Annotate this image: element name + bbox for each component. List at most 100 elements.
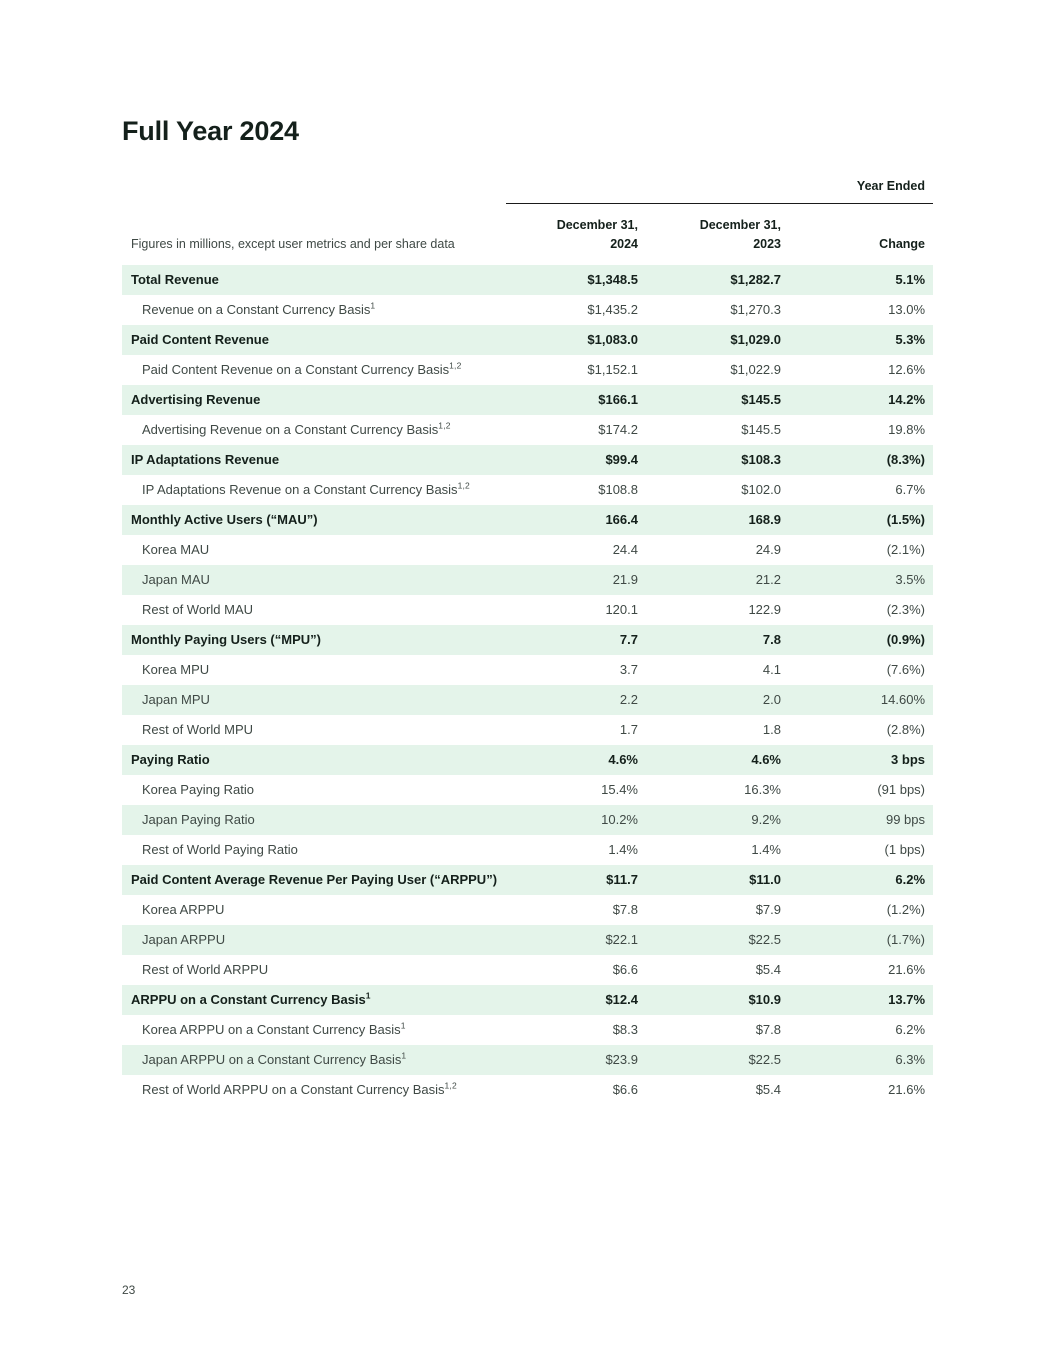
row-label: Korea ARPPU [142, 901, 225, 917]
table-row: Advertising Revenue on a Constant Curren… [122, 414, 934, 445]
table-row: Paid Content Average Revenue Per Paying … [122, 864, 934, 895]
column-header-2024: December 31, 2024 [506, 204, 646, 265]
row-value-2024: $6.6 [612, 961, 638, 977]
table-row: Japan ARPPU on a Constant Currency Basis… [122, 1044, 934, 1075]
row-footnote: 1,2 [457, 480, 470, 491]
row-label-cell: Paid Content Revenue [122, 325, 506, 355]
row-footnote: 1,2 [444, 1080, 457, 1091]
row-change: 6.7% [895, 481, 926, 497]
row-change: 14.60% [880, 691, 926, 707]
row-label-cell: ARPPU on a Constant Currency Basis1 [122, 985, 506, 1015]
table-row: Rest of World Paying Ratio 1.4% 1.4% (1 … [122, 834, 934, 865]
row-label: Paid Content Average Revenue Per Paying … [131, 871, 498, 887]
row-label-cell: Rest of World ARPPU [122, 955, 506, 985]
row-label-cell: Korea MAU [122, 535, 506, 565]
row-change: 13.7% [888, 991, 926, 1007]
row-value-2023: $7.8 [755, 1021, 781, 1037]
row-label-cell: Japan MAU [122, 565, 506, 595]
table-row: Rest of World MPU 1.7 1.8 (2.8%) [122, 714, 934, 745]
row-label: Korea Paying Ratio [142, 781, 255, 797]
row-value-2023: 122.9 [748, 601, 781, 617]
row-label: Monthly Active Users (“MAU”) [131, 511, 318, 527]
row-label: Paid Content Revenue [131, 331, 269, 347]
row-footnote: 1 [370, 300, 376, 311]
row-change: 6.2% [895, 1021, 926, 1037]
row-value-2024: 24.4 [612, 541, 638, 557]
row-change: 12.6% [888, 361, 926, 377]
row-label: IP Adaptations Revenue [131, 451, 280, 467]
row-label-cell: Japan ARPPU on a Constant Currency Basis… [122, 1045, 506, 1075]
row-value-2023: 7.8 [762, 631, 781, 647]
table-row: Paying Ratio 4.6% 4.6% 3 bps [122, 744, 934, 775]
financial-metrics-table: Year Ended Figures in millions, except u… [122, 179, 934, 1105]
row-value-2023: $22.5 [748, 931, 781, 947]
row-label: Monthly Paying Users (“MPU”) [131, 631, 321, 647]
year-ended-label: Year Ended [506, 179, 934, 204]
row-value-2024: $1,152.1 [587, 361, 638, 377]
column-header-2024-line2: 2024 [610, 237, 638, 252]
row-label: Korea MAU [142, 541, 210, 557]
row-value-2023: 9.2% [751, 811, 781, 827]
year-ended-spacer [122, 179, 506, 204]
column-header-2023-line1: December 31, [699, 218, 781, 232]
column-header-2023: December 31, 2023 [646, 204, 789, 265]
row-value-2024: 3.7 [619, 661, 638, 677]
row-value-2023: $10.9 [748, 991, 781, 1007]
row-label-cell: Paying Ratio [122, 745, 506, 775]
row-label-cell: Paid Content Average Revenue Per Paying … [122, 865, 506, 895]
row-change: 3 bps [891, 751, 926, 767]
row-change: (2.1%) [886, 541, 926, 557]
row-label-cell: IP Adaptations Revenue [122, 445, 506, 475]
row-value-2023: $1,270.3 [730, 301, 781, 317]
row-label: Korea ARPPU on a Constant Currency Basis [142, 1021, 401, 1037]
table-description: Figures in millions, except user metrics… [131, 237, 455, 252]
row-value-2024: $1,435.2 [587, 301, 638, 317]
row-label-cell: Monthly Active Users (“MAU”) [122, 505, 506, 535]
row-value-2023: $22.5 [748, 1051, 781, 1067]
row-label-cell: Total Revenue [122, 265, 506, 295]
row-value-2024: 1.7 [619, 721, 638, 737]
row-value-2024: $108.8 [598, 481, 638, 497]
row-value-2023: $5.4 [755, 961, 781, 977]
row-label-cell: Monthly Paying Users (“MPU”) [122, 625, 506, 655]
column-header-2024-line1: December 31, [556, 218, 638, 232]
column-header-change: Change [879, 237, 926, 252]
row-value-2023: $145.5 [741, 391, 781, 407]
table-row: Japan ARPPU $22.1 $22.5 (1.7%) [122, 924, 934, 955]
row-label-cell: Korea Paying Ratio [122, 775, 506, 805]
row-value-2024: $1,083.0 [587, 331, 638, 347]
row-value-2024: 21.9 [612, 571, 638, 587]
row-label-cell: Advertising Revenue on a Constant Curren… [122, 415, 506, 445]
report-page: Full Year 2024 Year Ended Figures in mil… [122, 116, 934, 1297]
row-value-2023: $102.0 [741, 481, 781, 497]
table-row: Japan MAU 21.9 21.2 3.5% [122, 564, 934, 595]
column-header-row: Figures in millions, except user metrics… [122, 204, 933, 265]
row-change: 3.5% [895, 571, 926, 587]
row-label-cell: Korea ARPPU [122, 895, 506, 925]
row-value-2023: 1.8 [762, 721, 781, 737]
page-title: Full Year 2024 [122, 116, 299, 146]
table-row: Korea Paying Ratio 15.4% 16.3% (91 bps) [122, 774, 934, 805]
row-change: 99 bps [885, 811, 926, 827]
row-change: 14.2% [888, 391, 926, 407]
row-footnote: 1 [400, 1020, 406, 1031]
page-number: 23 [122, 1283, 136, 1297]
row-value-2023: $108.3 [741, 451, 781, 467]
row-value-2023: 21.2 [755, 571, 781, 587]
table-row: Japan MPU 2.2 2.0 14.60% [122, 684, 934, 715]
table-row: Korea ARPPU on a Constant Currency Basis… [122, 1014, 934, 1045]
row-change: 21.6% [888, 961, 926, 977]
row-change: (1.7%) [886, 931, 926, 947]
row-change: (1 bps) [884, 841, 926, 857]
row-label-cell: Japan MPU [122, 685, 506, 715]
table-body: Total Revenue $1,348.5 $1,282.7 5.1% Rev… [122, 264, 934, 1105]
row-label: ARPPU on a Constant Currency Basis [131, 991, 366, 1007]
row-value-2023: $11.0 [749, 871, 781, 887]
row-label-cell: Korea MPU [122, 655, 506, 685]
column-header-2023-line2: 2023 [753, 237, 781, 252]
table-row: Monthly Paying Users (“MPU”) 7.7 7.8 (0.… [122, 624, 934, 655]
row-label: Rest of World ARPPU [142, 961, 269, 977]
table-row: Korea MPU 3.7 4.1 (7.6%) [122, 654, 934, 685]
row-label: Korea MPU [142, 661, 210, 677]
table-row: Rest of World ARPPU $6.6 $5.4 21.6% [122, 954, 934, 985]
